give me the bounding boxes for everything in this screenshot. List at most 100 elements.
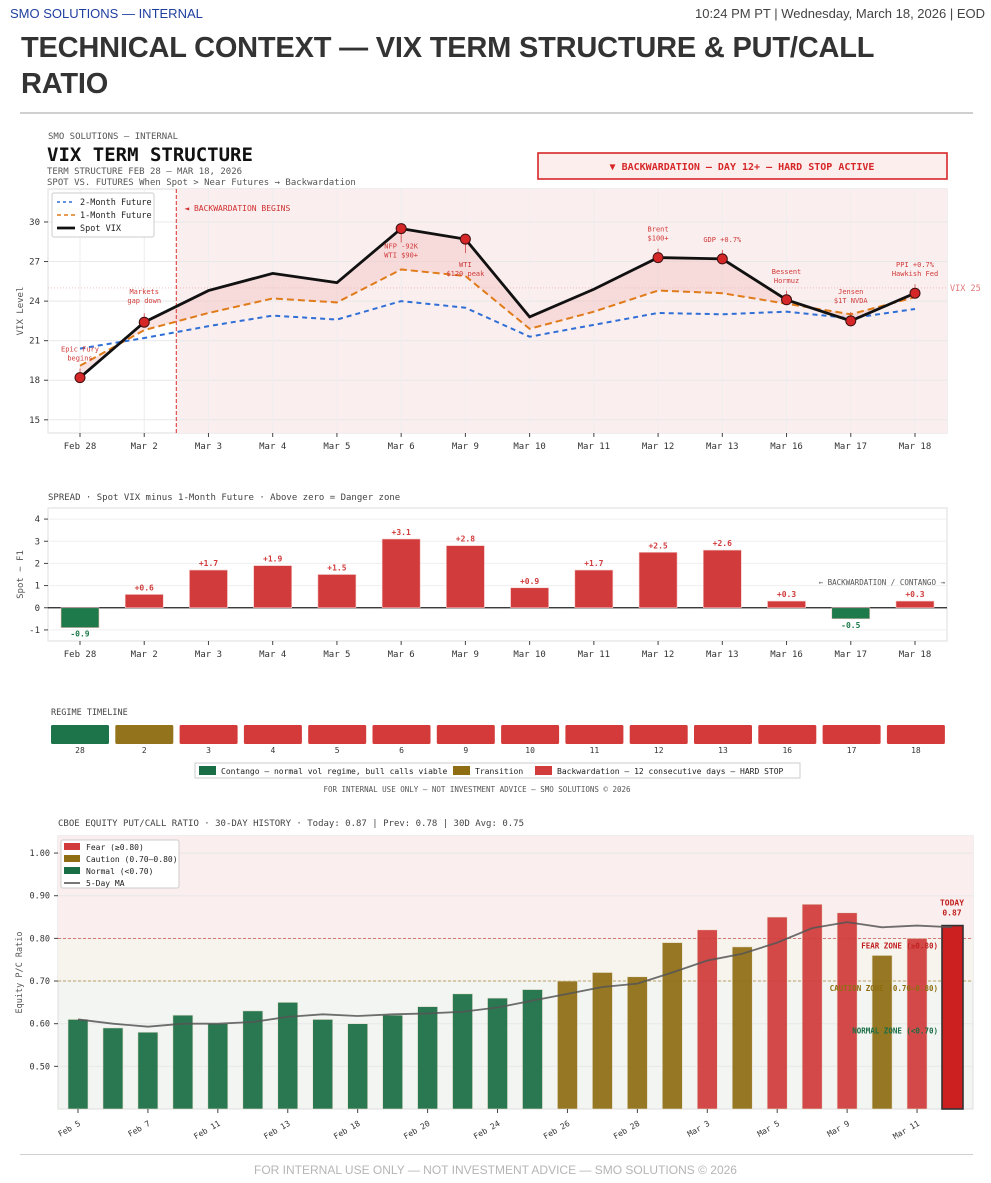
y-tick-label: 0: [35, 604, 40, 614]
y-tick-label: 2: [35, 559, 40, 569]
x-tick-label: Mar 9: [452, 650, 479, 660]
regime-day-label: 2: [142, 746, 147, 755]
x-tick-label: Mar 18: [899, 442, 932, 452]
annotation-text: Jensen: [838, 288, 863, 296]
pc-bar: [906, 938, 928, 1110]
pc-bar: [592, 972, 613, 1110]
x-tick-label: Feb 28: [64, 650, 97, 660]
x-tick-label: Mar 3: [195, 442, 222, 452]
pc-bar: [627, 976, 648, 1110]
annotation-text: $100+: [648, 235, 669, 243]
annotation-text: WTI: [459, 261, 472, 269]
bar-value-label: +2.6: [713, 539, 732, 548]
legend-swatch: [453, 766, 470, 775]
spread-bar: [60, 607, 100, 629]
pc-bar: [347, 1023, 368, 1110]
regime-day-label: 5: [335, 746, 340, 755]
bar-value-label: +0.9: [520, 577, 539, 586]
annotation-text: Bessent: [772, 268, 802, 276]
pc-bar: [312, 1019, 334, 1110]
x-tick-label: Feb 18: [332, 1119, 362, 1141]
spread-bar: [638, 552, 678, 609]
annotation-text: Markets: [129, 288, 159, 296]
y-tick-label: 0.50: [30, 1062, 50, 1072]
pc-bar: [452, 993, 473, 1110]
regime-block: [51, 725, 109, 744]
panel-kicker: SMO SOLUTIONS — INTERNAL: [48, 132, 178, 142]
x-tick-label: Mar 18: [899, 650, 932, 660]
regime-day-label: 6: [399, 746, 404, 755]
vix-term-structure-chart: SMO SOLUTIONS — INTERNAL VIX TERM STRUCTU…: [16, 132, 981, 452]
regime-block: [372, 725, 431, 744]
brand-label: SMO SOLUTIONS — INTERNAL: [10, 6, 203, 21]
regime-block: [243, 725, 302, 744]
spread-bar: [446, 545, 485, 609]
pc-bar: [102, 1027, 124, 1110]
x-tick-label: Mar 17: [835, 650, 868, 660]
spread-title: SPREAD · Spot VIX minus 1-Month Future ·…: [48, 493, 400, 503]
x-tick-label: Mar 4: [259, 442, 286, 452]
today-label: TODAY: [940, 899, 964, 908]
x-tick-label: Mar 9: [826, 1119, 852, 1139]
pc-bar: [941, 924, 964, 1110]
zone-label: FEAR ZONE (≥0.80): [861, 941, 938, 950]
y-axis-label: VIX Level: [16, 287, 26, 336]
x-tick-label: Feb 28: [612, 1119, 642, 1141]
x-tick-label: Mar 3: [195, 650, 222, 660]
panel-subtitle-a: SPOT VS. FUTURES When Spot > Near Future…: [47, 178, 356, 188]
y-tick-label: 30: [29, 218, 40, 228]
x-tick-label: Feb 26: [542, 1119, 572, 1141]
zero-annotation: ← BACKWARDATION / CONTANGO →: [819, 578, 946, 587]
legend-box: [51, 192, 155, 238]
annotation-text: Hormuz: [774, 277, 799, 285]
spread-bar: [317, 574, 357, 609]
bar-value-label: -0.9: [70, 630, 89, 639]
legend-label: Fear (≥0.80): [86, 843, 144, 852]
y-tick-label: 21: [29, 337, 40, 347]
x-tick-label: Feb 5: [57, 1119, 83, 1139]
panel-subtitle-b: TERM STRUCTURE FEB 28 – MAR 18, 2026: [47, 167, 242, 177]
pc-bar: [522, 989, 543, 1110]
bar-value-label: +0.3: [777, 590, 796, 599]
legend-swatch: [199, 766, 216, 775]
x-tick-label: Mar 11: [892, 1119, 922, 1141]
title-divider: [20, 112, 973, 114]
x-tick-label: Feb 7: [127, 1119, 153, 1139]
pc-bar: [242, 1010, 264, 1110]
x-tick-label: Mar 5: [756, 1119, 782, 1139]
top-bar: SMO SOLUTIONS — INTERNAL 10:24 PM PT | W…: [10, 6, 985, 22]
y-tick-label: 15: [29, 416, 40, 426]
regime-day-label: 16: [782, 746, 792, 755]
x-tick-label: Mar 6: [388, 442, 415, 452]
x-tick-label: Mar 11: [578, 650, 611, 660]
annotation-text: NFP -92K: [384, 243, 419, 251]
y-tick-label: 1.00: [30, 849, 50, 859]
bar-value-label: +1.5: [327, 564, 346, 573]
pc-bar: [67, 1019, 89, 1110]
spread-bar: [381, 538, 421, 609]
x-tick-label: Mar 13: [706, 650, 739, 660]
regime-day-label: 12: [654, 746, 664, 755]
spread-bar: [253, 565, 292, 609]
caution-zone-fill: [58, 938, 973, 982]
event-marker: [845, 315, 857, 327]
x-tick-label: Mar 6: [388, 650, 415, 660]
legend-label: Normal (<0.70): [86, 867, 153, 876]
fear-zone-fill: [58, 836, 973, 939]
x-tick-label: Mar 16: [770, 442, 803, 452]
regime-block: [115, 725, 174, 744]
event-marker: [781, 294, 793, 306]
regime-day-label: 3: [206, 746, 211, 755]
regime-block: [886, 725, 945, 744]
bar-value-label: +2.8: [456, 535, 475, 544]
regime-day-label: 28: [75, 746, 85, 755]
y-tick-label: 1: [35, 582, 40, 592]
y-axis-label: Equity P/C Ratio: [15, 932, 25, 1014]
pc-bar: [487, 997, 508, 1110]
x-tick-label: Mar 2: [131, 442, 158, 452]
pc-bar: [172, 1014, 194, 1110]
regime-day-label: 4: [270, 746, 275, 755]
annotation-text: $120 peak: [446, 270, 485, 278]
event-marker: [138, 316, 150, 328]
legend-box: [60, 839, 180, 889]
